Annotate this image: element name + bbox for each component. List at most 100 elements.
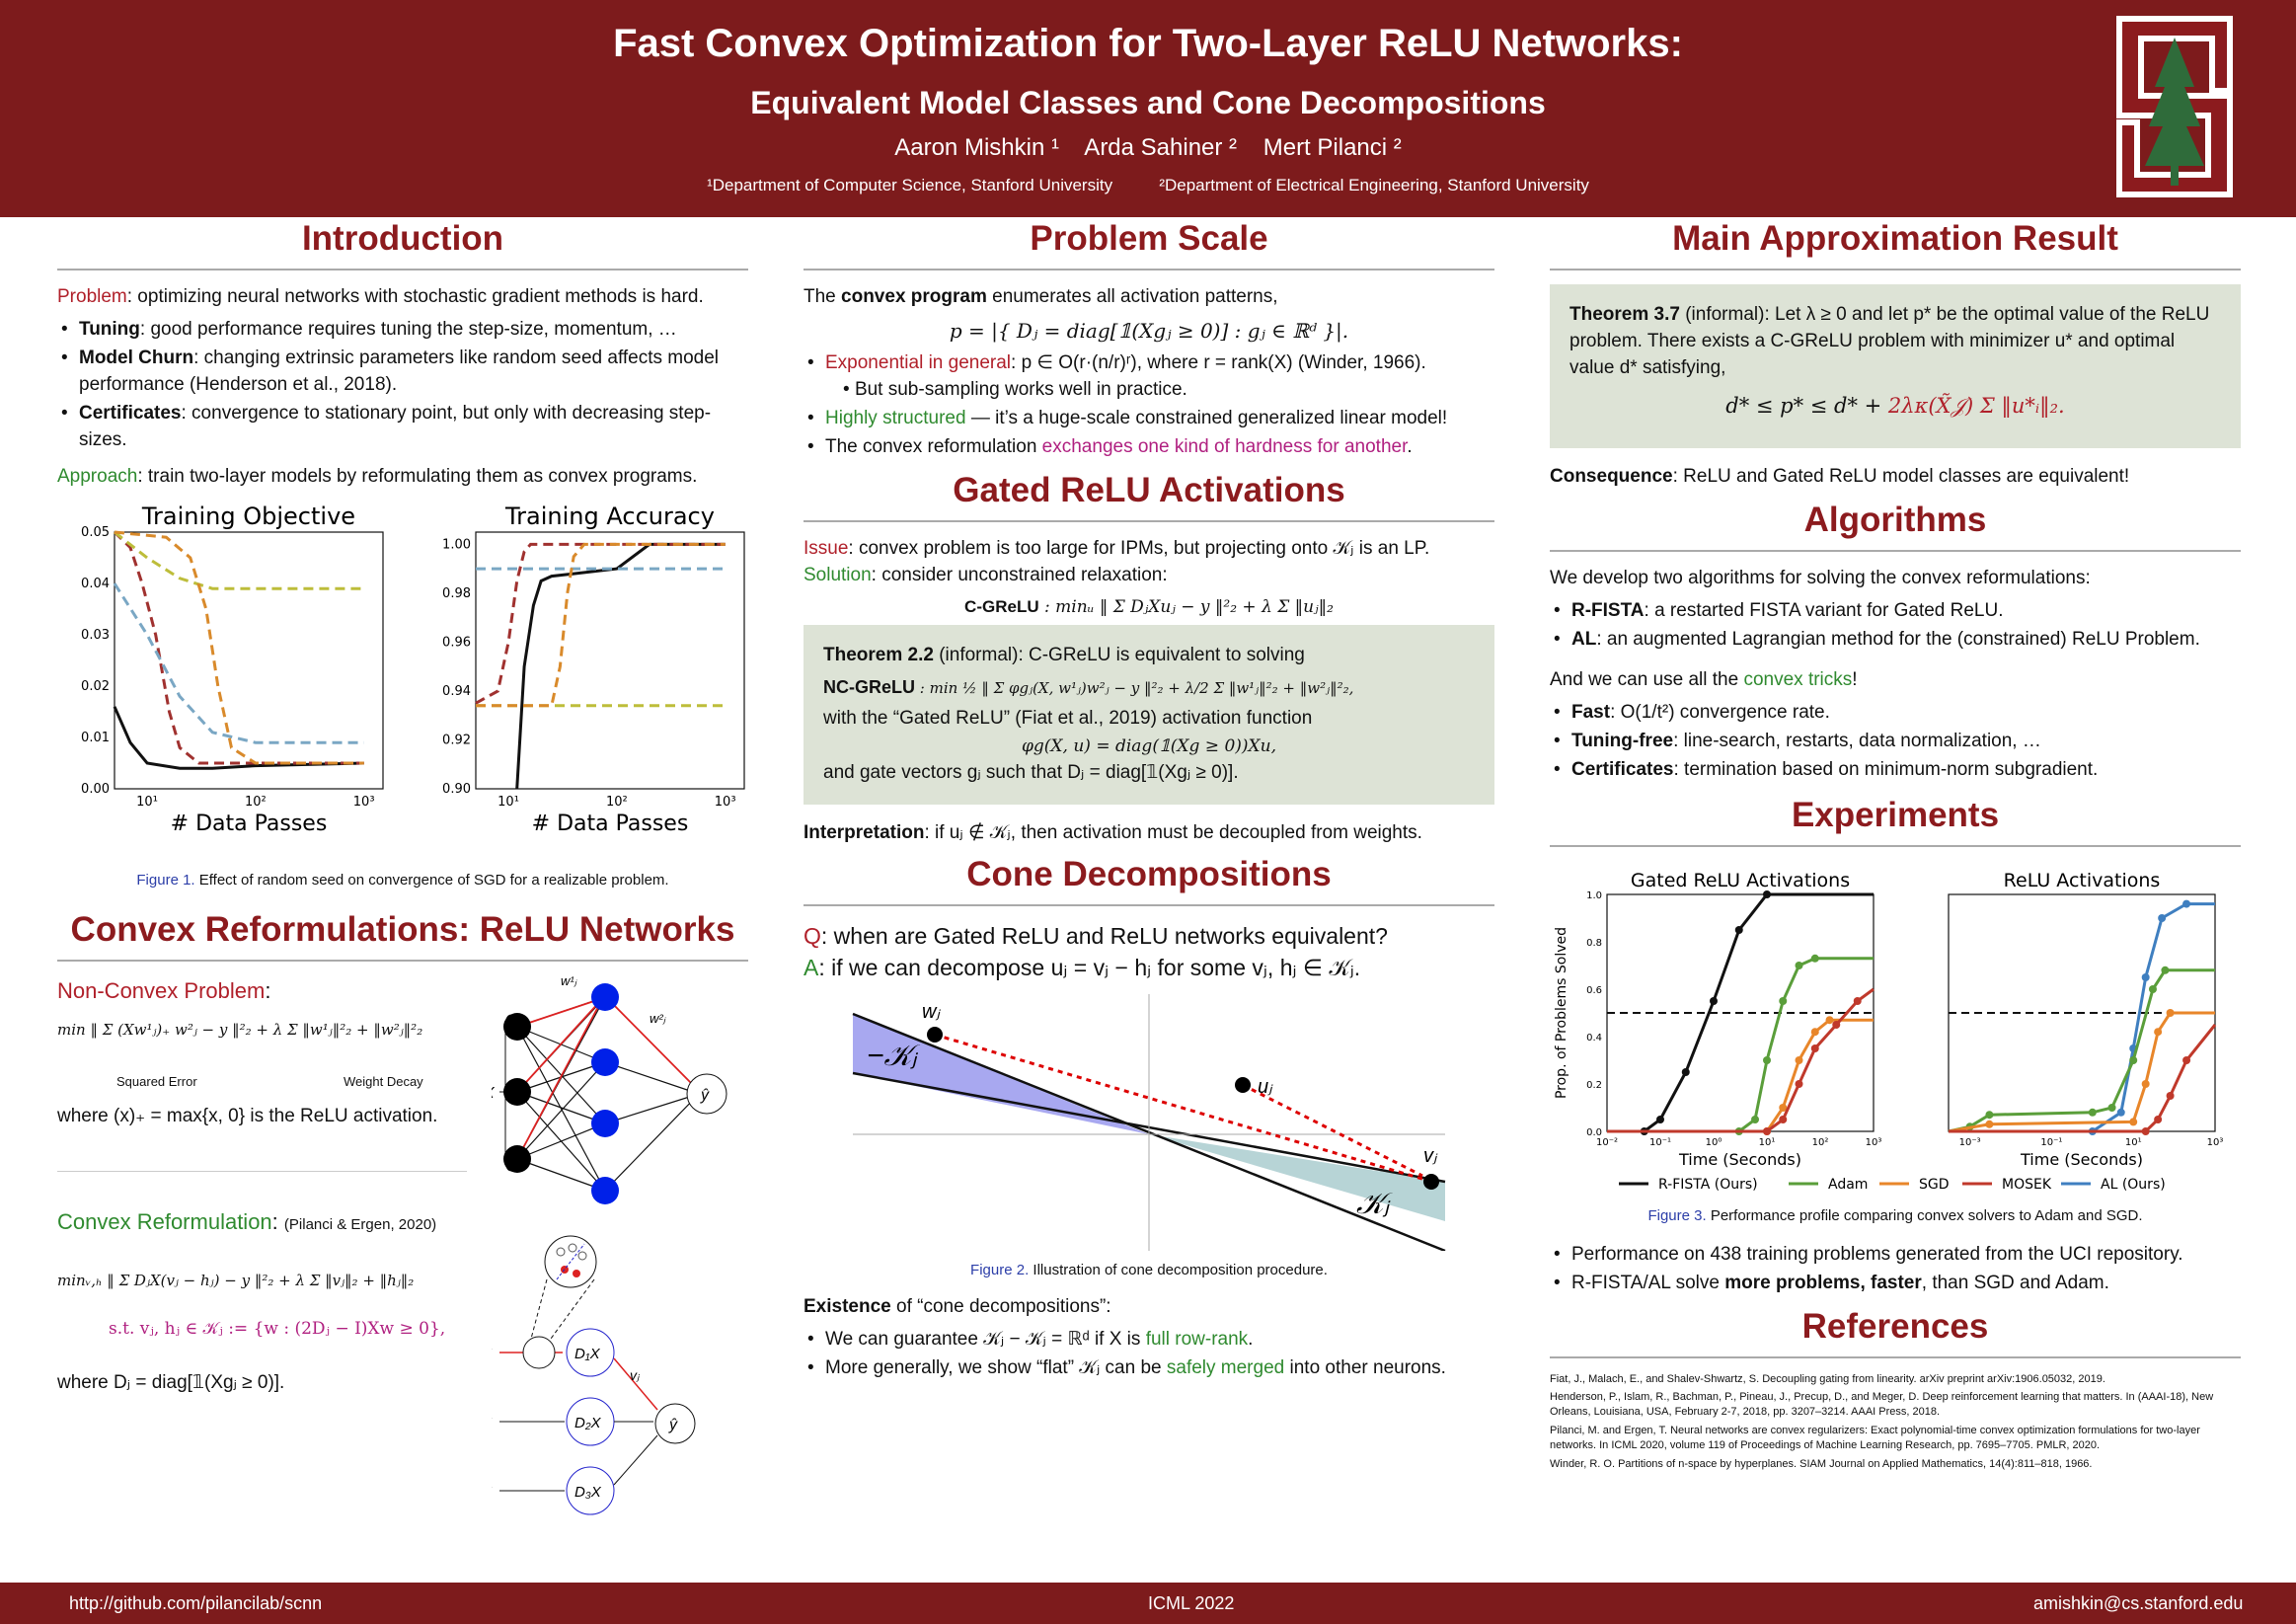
- d-definition: where Dⱼ = diag[𝟙(Xgⱼ ≥ 0)].: [57, 1371, 285, 1393]
- figure-3-charts: Gated ReLU Activations Time (Seconds) Prop…: [1554, 870, 2224, 1193]
- ncgrelu-name: NC-GReLU: [823, 676, 915, 697]
- bullet-text: : changing extrinsic parameters like ran…: [79, 347, 720, 395]
- bullet-text: : good performance requires tuning the s…: [139, 318, 677, 340]
- wj-point: [927, 1026, 943, 1043]
- refs-heading: References: [1550, 1307, 2241, 1358]
- bullet-key: AL: [1571, 628, 1597, 650]
- hidden-node: [591, 982, 619, 1011]
- q-label: Q: [804, 922, 821, 949]
- approach-label: Approach: [57, 465, 138, 487]
- chart-title: Training Accuracy: [504, 503, 715, 530]
- y-tick-label: 1.0: [1586, 890, 1602, 901]
- bullet-text: : convergence to stationary point, but o…: [79, 402, 712, 450]
- bullet-text: R-FISTA/AL solve: [1571, 1272, 1725, 1293]
- d1x-node: [566, 1328, 615, 1377]
- x-tick-label: 10⁰: [1706, 1137, 1722, 1148]
- author-list: Aaron Mishkin ¹ Arda Sahiner ² Mert Pila…: [894, 134, 1402, 161]
- series-line-run-5: [476, 542, 726, 708]
- y-tick-label: 0.02: [81, 679, 110, 694]
- caption-text: Effect of random seed on convergence of …: [194, 871, 669, 889]
- x-tick-label: 10³: [1866, 1137, 1882, 1148]
- caption-label: Figure 1.: [136, 871, 195, 889]
- approx-inequality: d* ≤ p* ≤ d* + 2λκ(X̃𝒥) Σ ‖u*ᵢ‖₂.: [1569, 394, 2221, 419]
- series-line-sgd: [1607, 1018, 1874, 1133]
- intro-bullets: Tuning: good performance requires tuning…: [57, 317, 748, 454]
- column-left: Introduction Problem: optimizing neural …: [57, 219, 748, 1582]
- caption-label: Figure 3.: [1647, 1206, 1707, 1224]
- scale-intro-c: enumerates all activation patterns,: [986, 286, 1278, 307]
- convex-tricks: And we can use all the convex tricks!: [1550, 667, 2241, 694]
- weight-decay-label: Weight Decay: [344, 1073, 423, 1089]
- convex-section: Non-Convex Problem: min ‖ Σ (Xw¹ⱼ)₊ w²ⱼ …: [57, 975, 748, 1528]
- data-point: [2166, 1091, 2175, 1100]
- algo-bullets: R-FISTA: a restarted FISTA variant for G…: [1550, 598, 2241, 654]
- caption-text: Performance profile comparing convex sol…: [1706, 1206, 2143, 1224]
- cone-existence: Existence of “cone decompositions”:: [804, 1294, 1494, 1321]
- series-line-run-1: [113, 705, 364, 770]
- d3x-node: [566, 1466, 615, 1515]
- input-node: [503, 1012, 531, 1041]
- vj-label: vⱼ: [630, 1367, 641, 1383]
- data-point: [2148, 984, 2157, 993]
- data-point: [1681, 1067, 1690, 1076]
- chart-title: ReLU Activations: [2004, 870, 2161, 891]
- x-input-1: X: [492, 1346, 493, 1362]
- series-line-run-4: [114, 530, 364, 590]
- cone-bullets: We can guarantee 𝒦ⱼ − 𝒦ⱼ = ℝᵈ if X is fu…: [804, 1327, 1494, 1382]
- data-point: [1985, 1110, 1994, 1119]
- chart-title: Gated ReLU Activations: [1631, 870, 1850, 891]
- bullet-highlight: Highly structured: [825, 407, 966, 428]
- theorem-name: Theorem 3.7: [1569, 304, 1680, 325]
- sub-bullet: • But sub-sampling works well in practic…: [843, 378, 1187, 400]
- data-point: [1825, 1015, 1834, 1024]
- data-point: [1810, 954, 1819, 963]
- affiliation-1: ¹Department of Computer Science, Stanfor…: [707, 176, 1113, 194]
- y-tick-label: 0.04: [81, 577, 110, 591]
- bullet-bold: more problems, faster: [1724, 1272, 1922, 1293]
- theorem-3-7-statement: Theorem 3.7 (informal): Let λ ≥ 0 and le…: [1569, 302, 2221, 382]
- data-point: [1734, 925, 1743, 934]
- list-item: We can guarantee 𝒦ⱼ − 𝒦ⱼ = ℝᵈ if X is fu…: [804, 1327, 1494, 1353]
- data-point: [2182, 1055, 2191, 1064]
- x-input-2: X: [492, 1415, 493, 1431]
- theorem-name: Theorem 2.2: [823, 644, 934, 665]
- data-point: [2166, 1008, 2175, 1017]
- y-tick-label: 0.05: [81, 525, 110, 540]
- data-point: [1763, 1126, 1771, 1135]
- github-link[interactable]: http://github.com/pilancilab/scnn: [69, 1593, 323, 1613]
- main-heading: Main Approximation Result: [1550, 219, 2241, 271]
- poster-title: Fast Convex Optimization for Two-Layer R…: [613, 22, 1683, 65]
- x-tick-label: 10⁻²: [1596, 1137, 1618, 1148]
- bullet-text: : termination based on minimum-norm subg…: [1673, 758, 2099, 780]
- cone-diagram: wⱼ uⱼ vⱼ −𝒦ⱼ 𝒦ⱼ: [852, 993, 1446, 1253]
- x-tick-label: 10³: [353, 795, 375, 810]
- column-middle: Problem Scale The convex program enumera…: [804, 219, 1494, 1582]
- contact-email[interactable]: amishkin@cs.stanford.edu: [2033, 1593, 2244, 1613]
- affiliations: ¹Department of Computer Science, Stanfor…: [0, 176, 2296, 195]
- output-node: [686, 1073, 727, 1115]
- reference-item: Pilanci, M. and Ergen, T. Neural network…: [1550, 1425, 2200, 1451]
- cr-citation: (Pilanci & Ergen, 2020): [283, 1215, 437, 1233]
- d3x-label: D₃X: [574, 1484, 602, 1501]
- figure-1-charts: Training Objective # Data Passes 0.00 0.01 0…: [81, 503, 745, 836]
- nonconvex-formula: min ‖ Σ (Xw¹ⱼ)₊ w²ⱼ − y ‖²₂ + λ Σ ‖w¹ⱼ‖²…: [57, 1020, 423, 1039]
- network-diagram: ŷ X w¹ⱼ w²ⱼ X D₁X X D₂X X D₃X: [492, 975, 727, 1515]
- data-point: [1763, 1055, 1771, 1064]
- data-point: [2129, 1118, 2138, 1126]
- intro-heading: Introduction: [57, 219, 748, 271]
- bullet-text: : an augmented Lagrangian method for the…: [1596, 628, 2200, 650]
- list-item: AL: an augmented Lagrangian method for t…: [1550, 627, 2241, 654]
- cone-label: 𝒦ⱼ: [1356, 1188, 1393, 1220]
- affiliation-2: ²Department of Electrical Engineering, S…: [1159, 176, 1589, 194]
- bullet-key: Certificates: [79, 402, 182, 424]
- data-point: [2141, 972, 2150, 981]
- consequence-text: : ReLU and Gated ReLU model classes are …: [1672, 465, 2130, 487]
- poster-header: Fast Convex Optimization for Two-Layer R…: [0, 0, 2296, 217]
- y-tick-label: 0.98: [442, 586, 471, 601]
- existence-text: of “cone decompositions”:: [890, 1295, 1111, 1317]
- scale-bullets: Exponential in general: p ∈ O(r·(n/r)ʳ),…: [804, 350, 1494, 461]
- bullet-key: Tuning: [79, 318, 140, 340]
- data-point: [2116, 1108, 2125, 1117]
- bullet-highlight: Exponential in general: [825, 351, 1012, 373]
- x-tick-label: 10³: [2207, 1137, 2224, 1148]
